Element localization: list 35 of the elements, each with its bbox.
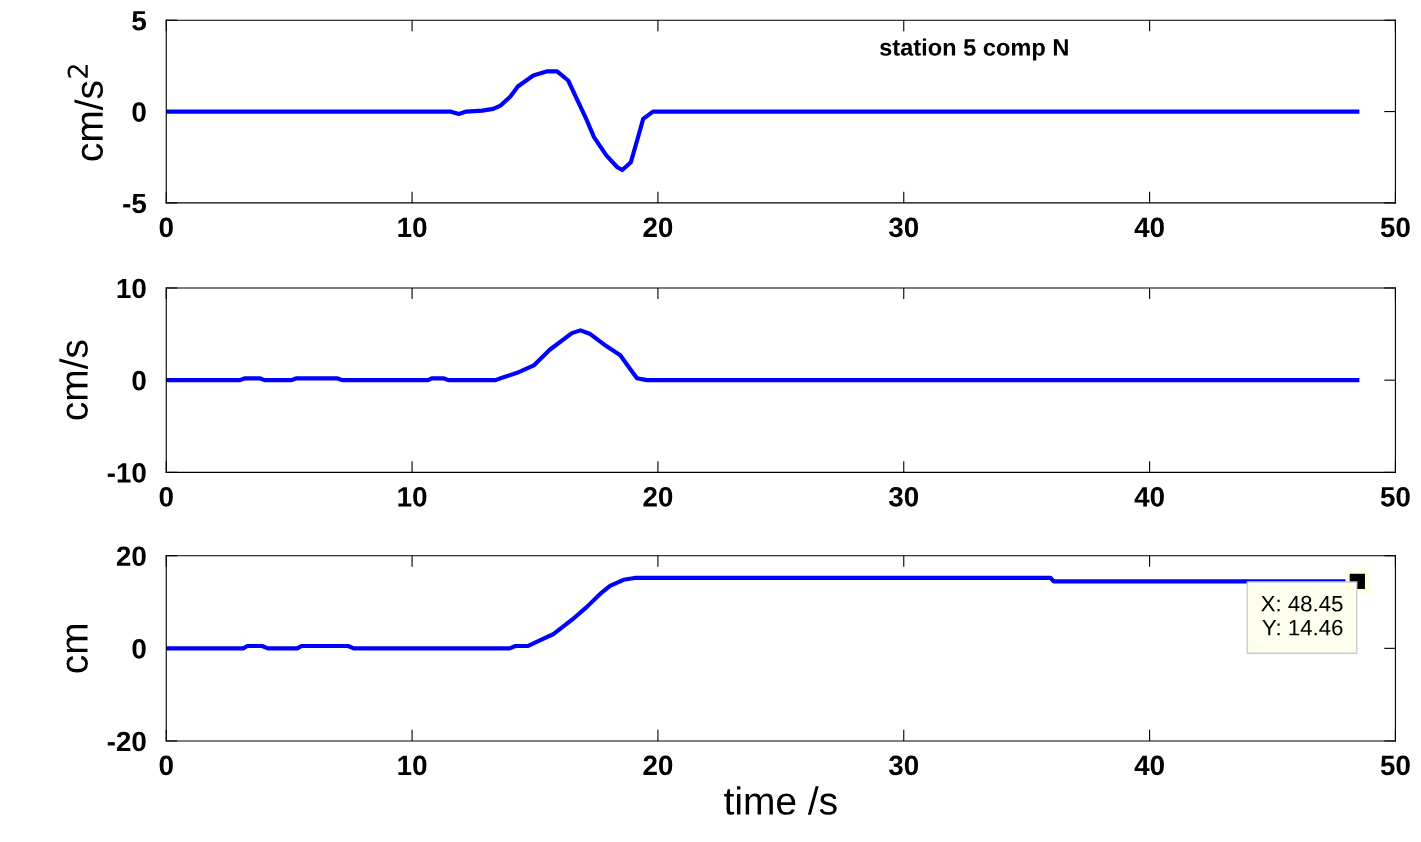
- x-tick-label: 0: [159, 755, 173, 776]
- x-tick-label: 30: [888, 755, 919, 776]
- x-tick-label: 10: [398, 755, 427, 776]
- line-series: [166, 328, 1360, 383]
- x-tick-label: 0: [159, 486, 173, 507]
- x-axis-title: time /s: [724, 786, 837, 815]
- x-tick-label: 20: [643, 486, 673, 507]
- x-tick-label: 40: [1134, 217, 1164, 238]
- y-tick-label: 5: [132, 11, 147, 31]
- line-series: [166, 69, 1360, 173]
- x-tick-label: 40: [1134, 486, 1164, 507]
- y-tick-label: -5: [123, 193, 147, 214]
- x-tick-label: 0: [159, 217, 173, 238]
- x-tick-label: 30: [888, 217, 919, 238]
- annotation: station 5 comp N: [880, 38, 1068, 61]
- y-tick-label: 20: [116, 546, 146, 567]
- x-tick-label: 50: [1380, 217, 1410, 238]
- x-tick-label: 10: [398, 486, 427, 507]
- y-tick-label: 0: [132, 102, 146, 122]
- annotation: X: 48.45 Y: 14.46: [1261, 595, 1343, 636]
- y-tick-label: 0: [132, 639, 146, 659]
- x-tick-label: 30: [888, 486, 919, 507]
- x-tick-label: 50: [1380, 486, 1410, 507]
- x-tick-label: 40: [1134, 755, 1164, 776]
- x-tick-label: 50: [1380, 755, 1410, 776]
- y-tick-label: 0: [132, 370, 146, 391]
- y-axis-title: cm: [66, 624, 88, 673]
- x-tick-label: 20: [643, 755, 673, 776]
- y-axis-title: cm/s: [59, 340, 88, 420]
- y-tick-label: 10: [117, 278, 146, 299]
- x-tick-label: 20: [643, 217, 673, 238]
- x-tick-label: 10: [398, 217, 427, 238]
- y-tick-label: -10: [107, 463, 146, 483]
- y-axis-title: cm/s$^{2}$: [67, 65, 104, 161]
- y-tick-label: -20: [107, 731, 146, 752]
